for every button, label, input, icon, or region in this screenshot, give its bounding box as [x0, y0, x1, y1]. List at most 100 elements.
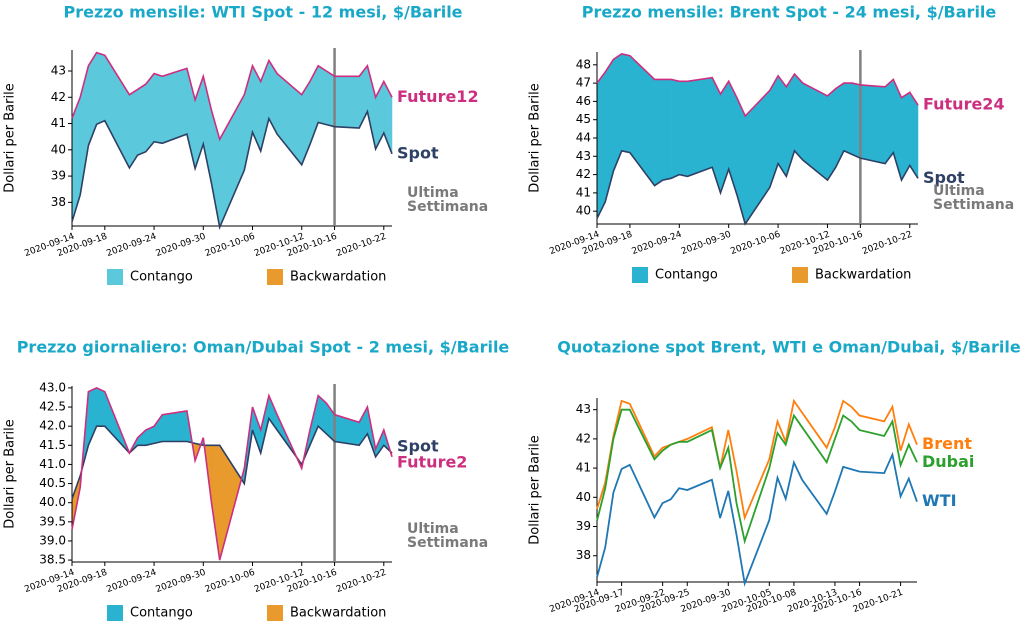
series-label: Brent: [922, 434, 972, 453]
contango-fill: [96, 52, 106, 125]
contango-fill: [145, 72, 155, 153]
y-tick-label: 40: [576, 204, 591, 218]
x-tick-label: 2020-09-24: [105, 232, 158, 259]
y-axis-label: Dollari per Barile: [3, 83, 18, 192]
y-tick-label: 43: [576, 149, 591, 163]
y-tick-label: 43: [576, 402, 591, 416]
chart-title: Prezzo mensile: WTI Spot - 12 mesi, $/Ba…: [63, 3, 462, 22]
contango-fill: [909, 91, 919, 180]
y-tick-label: 45: [576, 112, 591, 126]
x-tick-label: 2020-09-30: [680, 230, 733, 257]
contango-fill: [728, 81, 738, 195]
y-axis-label: Dollari per Barile: [528, 435, 543, 544]
legend-label: Backwardation: [290, 606, 386, 621]
annotation: Ultima: [407, 185, 459, 201]
contango-fill: [711, 77, 721, 193]
contango-fill: [317, 65, 327, 125]
y-tick-label: 40.5: [39, 476, 66, 490]
x-tick-label: 2020-10-06: [729, 230, 782, 257]
y-tick-label: 40: [51, 142, 66, 156]
y-tick-label: 38: [576, 548, 591, 562]
x-tick-label: 2020-10-22: [335, 568, 388, 595]
series-line: [596, 408, 918, 545]
annotation: Settimana: [407, 199, 488, 215]
y-tick-label: 46: [576, 94, 591, 108]
x-tick-label: 2020-10-22: [335, 232, 388, 259]
y-tick-label: 42: [576, 167, 591, 181]
contango-fill: [334, 76, 360, 129]
y-tick-label: 41: [576, 185, 591, 199]
contango-fill: [769, 74, 779, 188]
x-tick-label: 2020-10-06: [204, 232, 257, 259]
y-tick-label: 38.5: [39, 553, 66, 567]
y-tick-label: 43: [51, 64, 66, 78]
contango-fill: [367, 65, 376, 150]
series-label: Future24: [923, 95, 1005, 114]
y-tick-label: 40.0: [39, 495, 66, 509]
y-tick-label: 40: [576, 490, 591, 504]
y-axis-label: Dollari per Barile: [3, 419, 18, 528]
series-line: [71, 109, 393, 231]
y-tick-label: 39.5: [39, 514, 66, 528]
contango-fill: [843, 82, 853, 155]
annotation: Settimana: [933, 197, 1014, 213]
legend-swatch: [632, 267, 648, 283]
y-tick-label: 42: [51, 90, 66, 104]
y-tick-label: 42.0: [39, 419, 66, 433]
contango-fill: [621, 53, 631, 153]
contango-fill: [276, 73, 302, 166]
contango-fill: [211, 110, 220, 228]
contango-fill: [802, 82, 828, 181]
series-line: [596, 398, 918, 521]
x-tick-label: 2020-09-30: [155, 232, 208, 259]
contango-fill: [137, 429, 147, 446]
backwardation-fill: [211, 445, 220, 561]
chart-title: Prezzo mensile: Brent Spot - 24 mesi, $/…: [582, 3, 997, 22]
y-tick-label: 48: [576, 57, 591, 71]
contango-fill: [654, 79, 664, 187]
contango-fill: [860, 84, 886, 164]
legend-label: Contango: [655, 268, 718, 283]
contango-fill: [736, 97, 746, 225]
contango-fill: [104, 54, 130, 169]
contango-fill: [375, 81, 385, 150]
contango-fill: [604, 58, 614, 203]
legend-swatch: [267, 269, 283, 285]
legend-swatch: [107, 605, 123, 621]
y-tick-label: 47: [576, 76, 591, 90]
contango-fill: [670, 79, 680, 179]
contango-fill: [137, 83, 147, 156]
annotation: Ultima: [407, 521, 459, 537]
contango-fill: [252, 406, 261, 454]
series-label: Spot: [397, 436, 439, 455]
annotation: Settimana: [407, 535, 488, 551]
contango-fill: [79, 65, 89, 196]
contango-fill: [662, 79, 672, 181]
x-tick-label: 2020-10-06: [204, 568, 257, 595]
contango-fill: [744, 89, 771, 225]
series-line: [596, 52, 919, 118]
contango-fill: [153, 413, 163, 444]
y-tick-label: 38: [51, 195, 66, 209]
series-line: [596, 149, 919, 226]
legend-label: Contango: [130, 270, 193, 285]
contango-fill: [596, 71, 606, 219]
y-tick-label: 41.0: [39, 457, 66, 471]
series-label: WTI: [922, 491, 957, 510]
series-label: Future12: [397, 87, 479, 106]
y-tick-label: 41: [576, 461, 591, 475]
y-tick-label: 43.0: [39, 380, 66, 394]
x-tick-label: 2020-10-22: [861, 230, 914, 257]
contango-fill: [794, 73, 804, 161]
contango-fill: [219, 94, 245, 228]
series-label: Spot: [923, 168, 965, 187]
legend-swatch: [107, 269, 123, 285]
y-tick-label: 39: [576, 519, 591, 533]
y-tick-label: 44: [576, 131, 591, 145]
contango-fill: [884, 78, 894, 165]
x-tick-label: 2020-09-24: [631, 230, 684, 257]
y-tick-label: 39: [51, 169, 66, 183]
series-label: Future2: [397, 452, 467, 471]
series-label: Spot: [397, 143, 439, 162]
